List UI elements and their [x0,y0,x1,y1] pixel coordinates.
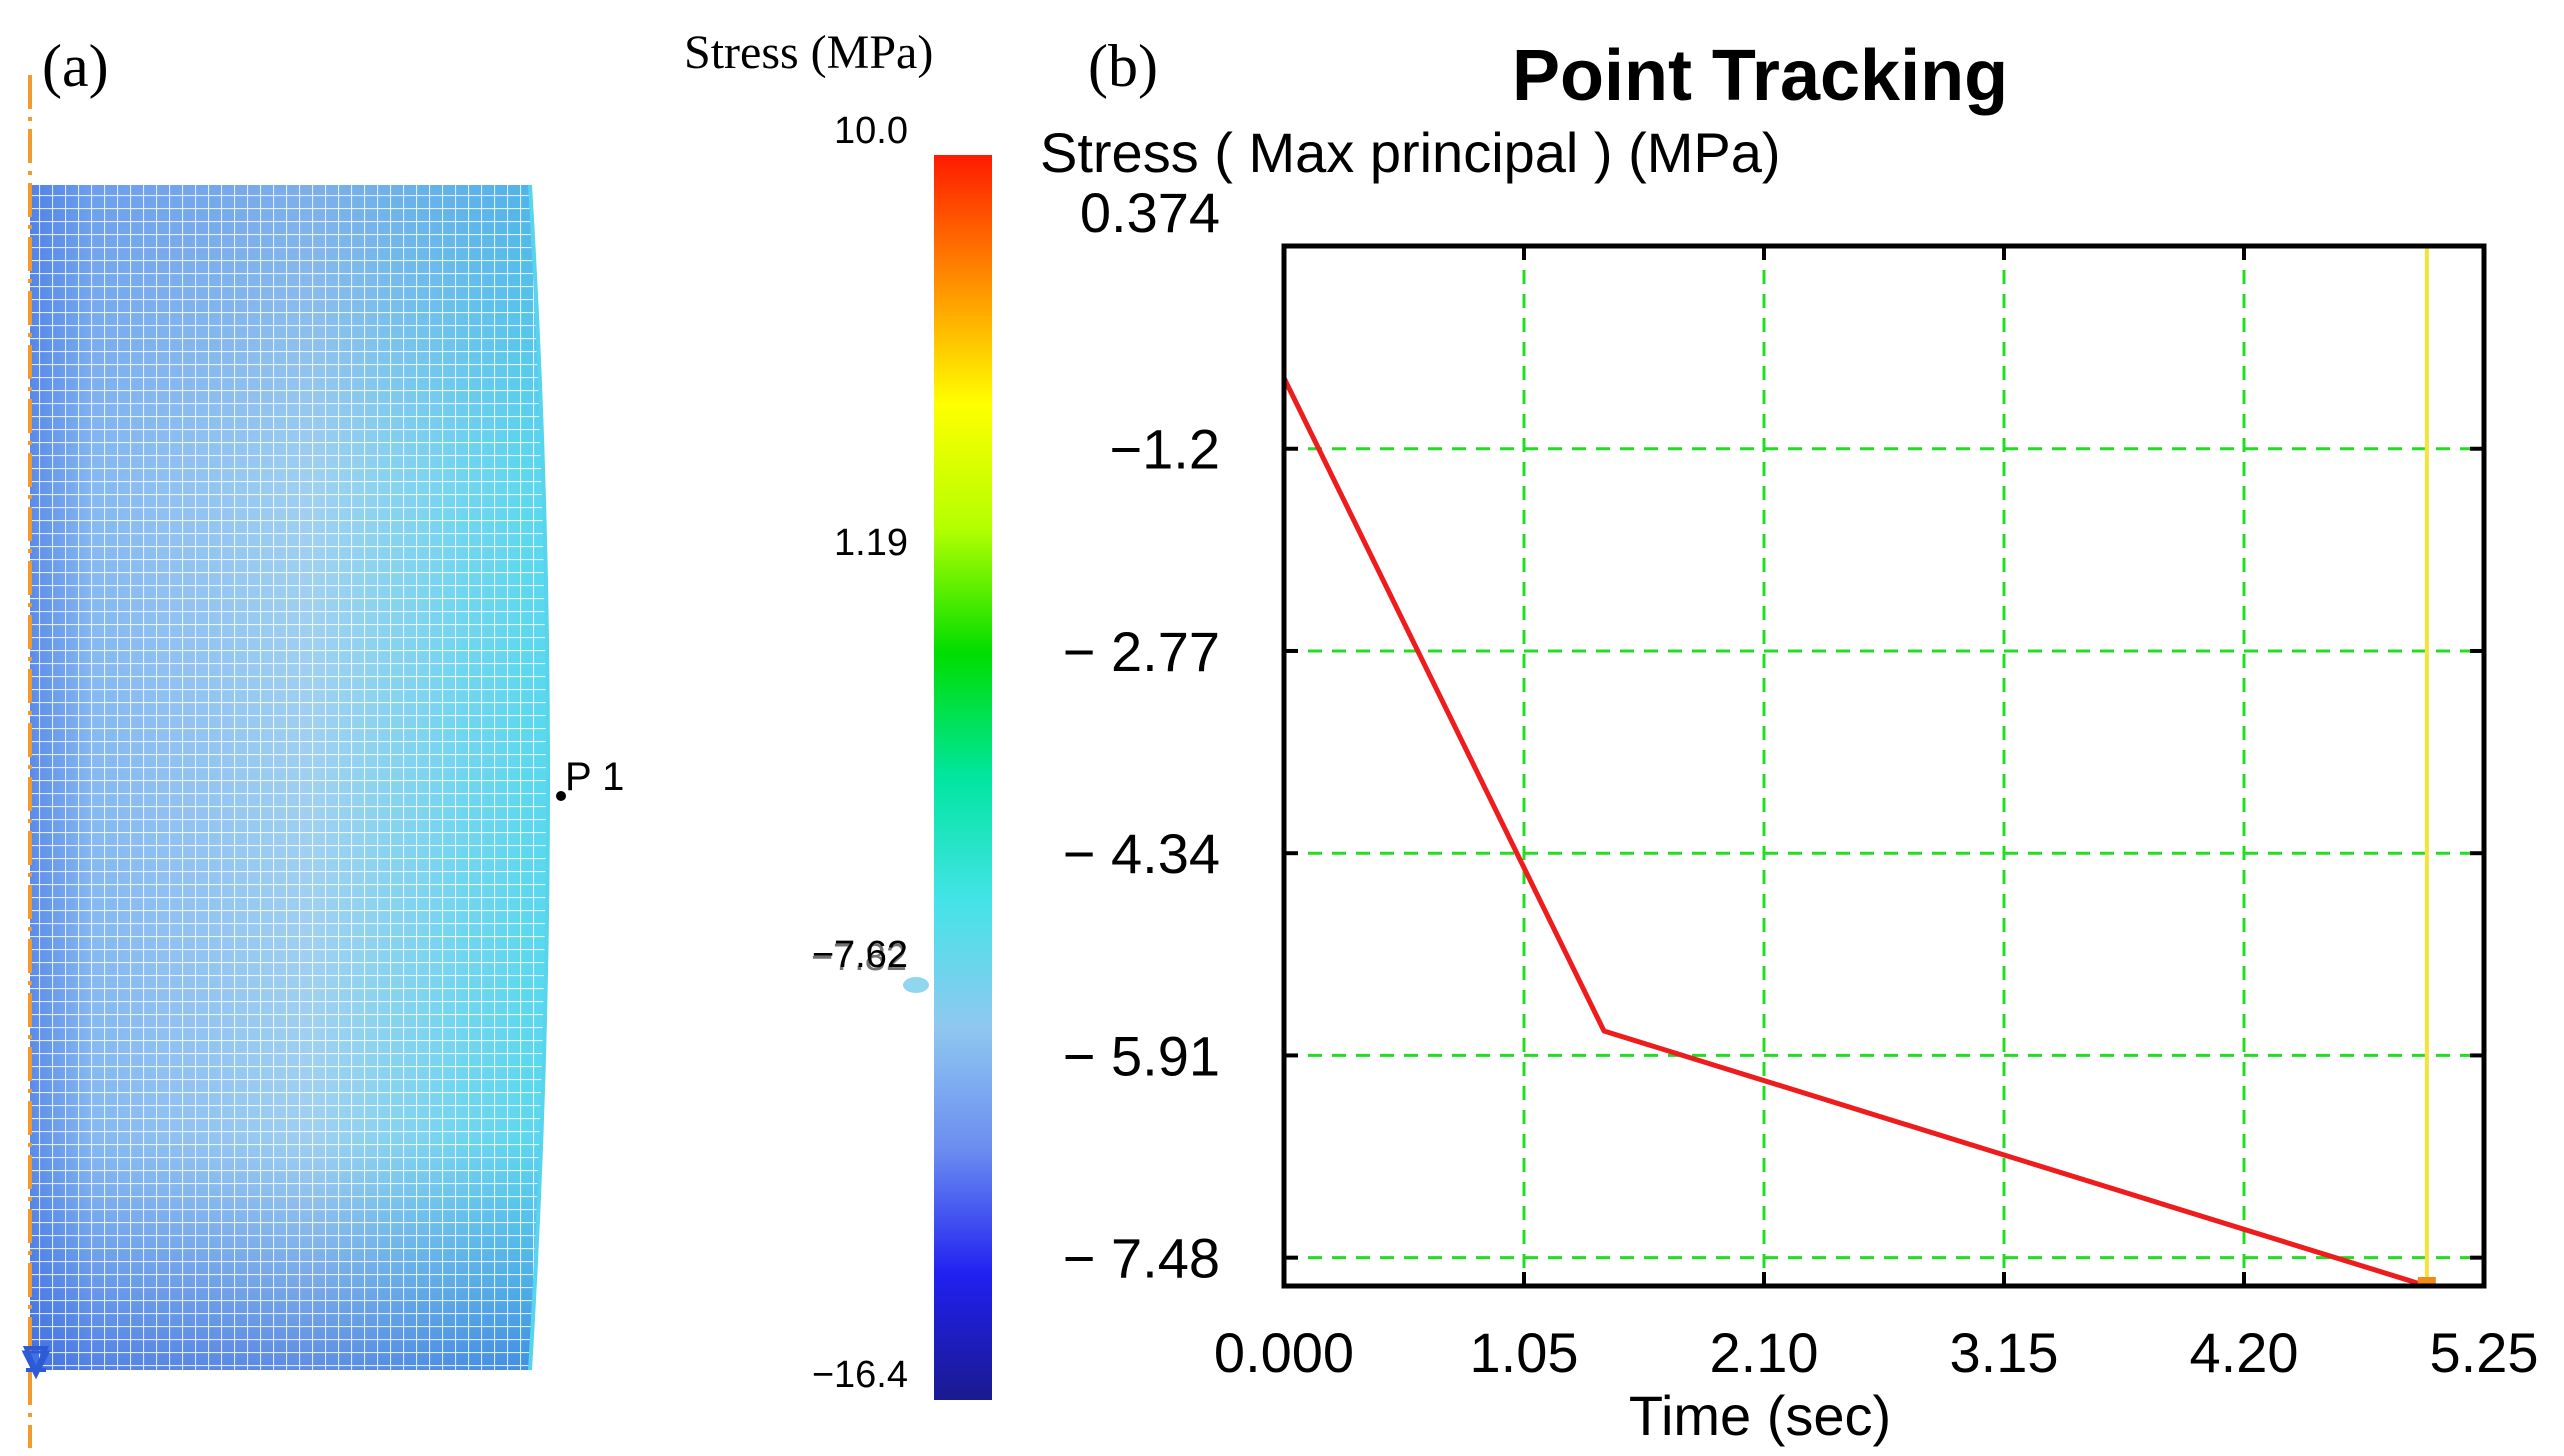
x-tick-label: 1.05 [1470,1321,1579,1384]
axis-ticks: 0.000 1.05 2.10 3.15 4.20 5.25 0.374 −1.2 − 2.77… [1063,181,2539,1384]
current-value-marker [2417,1277,2436,1286]
colorbar-marker [903,977,929,993]
x-tick-label: 0.000 [1214,1321,1354,1384]
plot-frame [1281,243,2487,1289]
point-p1-marker [556,791,566,801]
panel-a-label: (a) [42,33,109,99]
support-icon [22,1346,50,1375]
series-line [1284,376,2428,1286]
x-tick-label: 4.20 [2190,1321,2299,1384]
colorbar [934,155,992,1400]
panel-b: (b) Point Tracking Stress ( Max principa… [1040,33,2539,1447]
grid [1284,246,2484,1286]
colorbar-tick-low: −7.62 [812,934,908,976]
y-tick-label: −1.2 [1109,418,1220,481]
colorbar-tick-min: −16.4 [812,1354,908,1396]
colorbar-tick-max: 10.0 [834,110,908,152]
colorbar-tick-mid: 1.19 [834,522,908,564]
point-p1-label: P 1 [565,755,624,799]
panel-a: (a) P 1 Stress (MPa) 10.0 1.19 −7.62 −7.… [21,26,992,1448]
fe-mesh [30,184,550,1371]
x-tick-label: 3.15 [1950,1321,2059,1384]
y-axis-label: Stress ( Max principal ) (MPa) [1040,121,1781,184]
y-tick-label: − 2.77 [1063,620,1220,683]
chart-title: Point Tracking [1512,36,2008,116]
y-tick-label: 0.374 [1080,181,1220,244]
x-tick-label: 5.25 [2430,1321,2539,1384]
y-tick-label: − 4.34 [1063,822,1220,885]
series-point [1602,1028,1606,1033]
x-tick-label: 2.10 [1710,1321,1819,1384]
colorbar-marker-label: −7.82 [811,937,907,979]
y-tick-label: − 7.48 [1063,1227,1220,1290]
y-tick-label: − 5.91 [1063,1024,1220,1087]
colorbar-title: Stress (MPa) [684,26,933,79]
x-axis-label: Time (sec) [1629,1384,1891,1447]
panel-b-label: (b) [1088,33,1158,99]
series-layer [1284,246,2436,1286]
